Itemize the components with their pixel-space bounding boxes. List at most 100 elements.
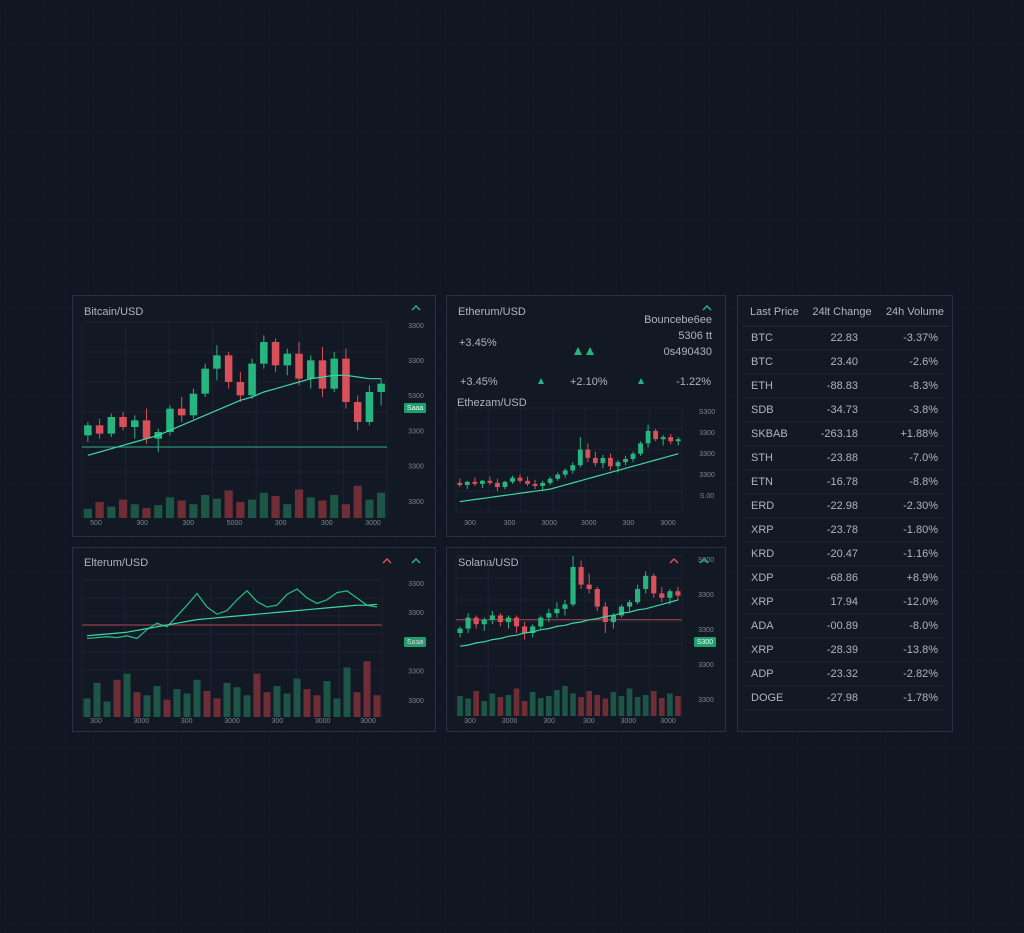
volume-bar <box>259 492 268 518</box>
candle-body <box>213 355 221 369</box>
y-tick-label: 3300 <box>408 698 424 705</box>
volume-bar <box>465 698 471 716</box>
symbol: BTC <box>751 356 773 368</box>
moving-average <box>87 374 382 456</box>
volume-bar <box>173 689 181 717</box>
volume-bar <box>83 698 91 717</box>
candle-body <box>615 462 621 467</box>
price-tag <box>694 637 716 647</box>
volume-bar <box>562 686 568 716</box>
candle-body <box>84 425 92 436</box>
volume-bar <box>377 492 386 518</box>
candle-body <box>365 392 374 422</box>
candle-body <box>547 478 553 483</box>
volume-bar <box>118 499 128 518</box>
candle-body <box>517 477 523 481</box>
expand-icon[interactable] <box>699 557 709 564</box>
candle-body <box>618 606 625 616</box>
candle-body <box>577 449 583 466</box>
candle-body <box>502 481 508 488</box>
expand-icon[interactable] <box>411 304 421 311</box>
volume-bar <box>293 678 301 717</box>
volume-bar <box>333 698 341 717</box>
candle-body <box>224 355 233 382</box>
y-tick-label: 5300 <box>408 393 424 400</box>
stat-change: +2.10% <box>570 376 608 388</box>
x-tick-label: 3000 <box>134 718 150 725</box>
expand-icon[interactable] <box>411 557 421 564</box>
candle-body <box>638 443 643 454</box>
candle-body <box>283 353 292 366</box>
candle-body <box>464 481 470 485</box>
candle-body <box>472 481 478 484</box>
candle-body <box>377 383 385 392</box>
volume-bar <box>675 696 681 716</box>
volume-bar <box>113 679 121 717</box>
candle-body <box>487 480 493 483</box>
chart-panel: Etherum/USD +3.45% Bouncebe6ee 5306 tt 0s490… <box>446 295 726 537</box>
volume-bar <box>283 504 292 518</box>
volume-bar <box>93 682 101 717</box>
volume-bar <box>213 698 221 717</box>
candle-body <box>525 480 530 484</box>
volume-bar <box>283 693 291 717</box>
volume-bar <box>570 693 576 716</box>
price-tag-label: Saaa <box>407 405 423 412</box>
trend-icon <box>638 378 644 384</box>
volume-bar <box>602 698 609 716</box>
price-tag <box>404 637 426 647</box>
panel-frame <box>72 295 436 537</box>
y-tick-label: 3300 <box>408 428 424 435</box>
volume-bar <box>489 693 496 716</box>
candle-body <box>189 393 198 416</box>
candle-body <box>107 417 116 434</box>
chart-subtitle: Ethezam/USD <box>457 397 527 409</box>
volume-bar <box>103 701 111 717</box>
volume-bar <box>343 667 351 717</box>
x-tick-label: 300 <box>182 520 194 527</box>
change: -8.8% <box>909 476 938 488</box>
expand-icon[interactable] <box>382 557 392 564</box>
volume-bar <box>586 691 593 716</box>
candle-body <box>166 408 174 432</box>
column-header: Last Price <box>750 306 799 318</box>
candle-body <box>260 342 268 364</box>
last-price: -23.78 <box>827 524 858 536</box>
panel-title: Etherum/USD <box>458 306 526 318</box>
volume-bar <box>537 698 544 716</box>
candle-body <box>570 465 576 471</box>
candle-body <box>585 449 591 458</box>
y-tick-label: 3300 <box>408 323 424 330</box>
last-price: -23.88 <box>827 452 858 464</box>
volume-bar <box>271 495 280 518</box>
symbol: XRP <box>751 596 774 608</box>
expand-icon[interactable] <box>702 304 712 311</box>
y-tick-label: 3300 <box>408 639 424 646</box>
volume-bar <box>253 673 261 717</box>
volume-bar <box>133 692 141 717</box>
last-price: 17.94 <box>830 596 858 608</box>
symbol: DOGE <box>751 692 783 704</box>
volume-bar <box>189 504 198 518</box>
x-tick-label: 3000 <box>365 520 381 527</box>
symbol: SKBAB <box>751 428 788 440</box>
moving-average <box>459 599 679 647</box>
symbol: SDB <box>751 404 774 416</box>
symbol: XDP <box>751 572 774 584</box>
change: +1.88% <box>900 428 938 440</box>
volume-bar <box>183 693 191 717</box>
expand-icon[interactable] <box>669 557 679 564</box>
headline-change: +3.45% <box>459 337 497 349</box>
candle-body <box>562 470 568 475</box>
volume-bar <box>303 689 311 717</box>
candle-body <box>675 591 681 596</box>
panel-title: Elterum/USD <box>84 557 148 569</box>
volume-bar <box>233 687 241 717</box>
volume-bar <box>223 682 231 717</box>
y-tick-label: 3300 <box>698 662 714 669</box>
symbol: XRP <box>751 644 774 656</box>
candle-body <box>95 425 104 434</box>
panel-frame <box>446 295 726 537</box>
candle-body <box>330 358 338 389</box>
